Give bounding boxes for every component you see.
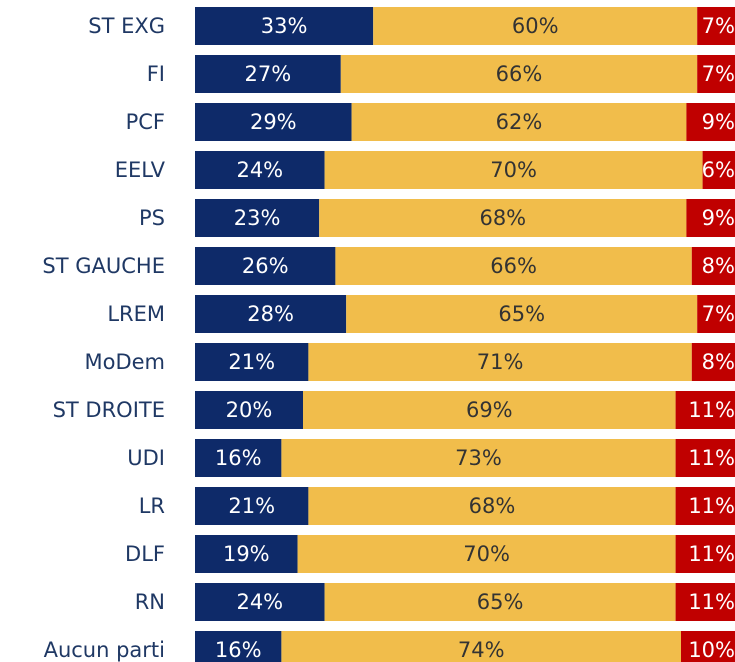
value-label: 74% xyxy=(458,638,505,662)
value-label: 16% xyxy=(215,446,262,470)
bar-segment xyxy=(195,631,282,662)
bar-segment xyxy=(697,295,735,333)
bar-segment xyxy=(675,535,735,573)
value-label: 68% xyxy=(469,494,516,518)
bar-segment xyxy=(195,487,309,525)
value-label: 6% xyxy=(702,158,735,182)
bar-segment xyxy=(319,199,687,237)
bar-segment xyxy=(195,391,303,429)
value-label: 11% xyxy=(688,542,735,566)
category-label: UDI xyxy=(127,446,165,470)
bar-segment xyxy=(686,199,735,237)
value-label: 69% xyxy=(466,398,513,422)
value-label: 60% xyxy=(512,14,559,38)
bar-segment xyxy=(195,151,325,189)
bar-segment xyxy=(281,439,676,477)
bar-segment xyxy=(697,7,735,45)
value-label: 68% xyxy=(479,206,526,230)
value-label: 24% xyxy=(236,158,283,182)
value-label: 27% xyxy=(245,62,292,86)
value-label: 11% xyxy=(688,494,735,518)
bar-segment xyxy=(675,487,735,525)
bar-segment xyxy=(340,55,698,93)
value-label: 26% xyxy=(242,254,289,278)
bar-segment xyxy=(681,631,735,662)
value-label: 21% xyxy=(228,494,275,518)
bar-segment xyxy=(195,343,309,381)
category-label: Aucun parti xyxy=(44,638,165,662)
bar-segment xyxy=(324,151,703,189)
value-label: 66% xyxy=(496,62,543,86)
value-label: 21% xyxy=(228,350,275,374)
bar-segment xyxy=(335,247,692,285)
bar-segment xyxy=(675,391,735,429)
bar-segment xyxy=(195,7,374,45)
bar-segment xyxy=(195,247,336,285)
bar-segment xyxy=(675,439,735,477)
bar-segment xyxy=(308,343,692,381)
category-label: FI xyxy=(147,62,165,86)
category-label: EELV xyxy=(115,158,166,182)
category-label: PS xyxy=(139,206,165,230)
bar-segment xyxy=(373,7,698,45)
bar-segment xyxy=(195,535,298,573)
value-label: 66% xyxy=(490,254,537,278)
bar-segment xyxy=(195,55,341,93)
value-label: 7% xyxy=(702,302,735,326)
category-label: RN xyxy=(135,590,165,614)
value-label: 10% xyxy=(688,638,735,662)
bar-segment xyxy=(686,103,735,141)
bar-segment xyxy=(281,631,681,662)
value-label: 24% xyxy=(236,590,283,614)
bar-segment xyxy=(195,583,325,621)
value-label: 11% xyxy=(688,446,735,470)
category-label: MoDem xyxy=(84,350,165,374)
value-label: 28% xyxy=(247,302,294,326)
bar-segment xyxy=(691,247,735,285)
bar-segment xyxy=(195,199,320,237)
value-label: 20% xyxy=(226,398,273,422)
value-label: 70% xyxy=(490,158,537,182)
value-label: 33% xyxy=(261,14,308,38)
value-label: 8% xyxy=(702,350,735,374)
value-label: 23% xyxy=(234,206,281,230)
bar-segment xyxy=(324,583,676,621)
value-label: 8% xyxy=(702,254,735,278)
value-label: 7% xyxy=(702,62,735,86)
category-label: ST DROITE xyxy=(53,398,165,422)
bar-segment xyxy=(675,583,735,621)
value-label: 7% xyxy=(702,14,735,38)
bar-segment xyxy=(702,151,735,189)
value-label: 19% xyxy=(223,542,270,566)
category-label: LREM xyxy=(107,302,165,326)
value-label: 70% xyxy=(463,542,510,566)
bar-segment xyxy=(351,103,687,141)
bar-segment xyxy=(346,295,698,333)
value-label: 65% xyxy=(498,302,545,326)
category-label: ST GAUCHE xyxy=(42,254,165,278)
bar-segment xyxy=(691,343,735,381)
value-label: 71% xyxy=(477,350,524,374)
bar-segment xyxy=(195,103,352,141)
bar-segment xyxy=(303,391,676,429)
value-label: 73% xyxy=(455,446,502,470)
value-label: 9% xyxy=(702,110,735,134)
value-label: 29% xyxy=(250,110,297,134)
category-label: PCF xyxy=(126,110,165,134)
bar-segment xyxy=(195,439,282,477)
bar-segment xyxy=(195,295,347,333)
value-label: 11% xyxy=(688,398,735,422)
value-label: 62% xyxy=(496,110,543,134)
bar-segment xyxy=(697,55,735,93)
value-label: 65% xyxy=(477,590,524,614)
bar-segment xyxy=(308,487,676,525)
category-label: DLF xyxy=(125,542,165,566)
category-label: LR xyxy=(139,494,165,518)
value-label: 11% xyxy=(688,590,735,614)
category-label: ST EXG xyxy=(88,14,165,38)
bar-segment xyxy=(297,535,676,573)
value-label: 9% xyxy=(702,206,735,230)
value-label: 16% xyxy=(215,638,262,662)
